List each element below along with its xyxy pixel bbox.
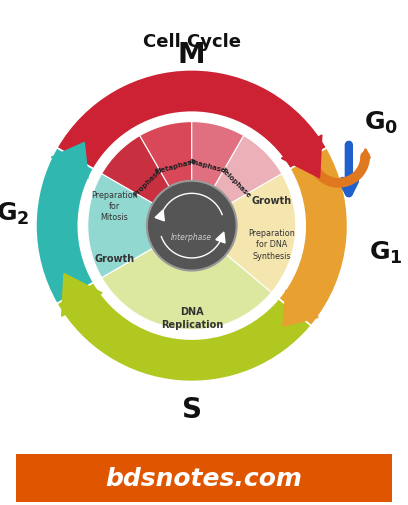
- Polygon shape: [282, 136, 322, 178]
- Wedge shape: [279, 148, 348, 326]
- Wedge shape: [192, 136, 282, 226]
- Wedge shape: [36, 148, 93, 304]
- Wedge shape: [192, 122, 244, 226]
- Circle shape: [147, 181, 237, 271]
- Text: Interphase: Interphase: [171, 233, 212, 242]
- Wedge shape: [57, 283, 311, 382]
- Text: $\mathbf{G_0}$: $\mathbf{G_0}$: [364, 109, 399, 135]
- Text: Preparation
for
Mitosis: Preparation for Mitosis: [91, 190, 137, 221]
- Text: Cell Cycle: Cell Cycle: [143, 33, 241, 50]
- Text: Growth: Growth: [94, 254, 134, 264]
- Polygon shape: [216, 233, 225, 243]
- Text: $\mathbf{G_1}$: $\mathbf{G_1}$: [369, 239, 402, 266]
- Text: Anaphase: Anaphase: [188, 158, 227, 174]
- Text: Metaphase: Metaphase: [154, 158, 197, 175]
- Text: Growth: Growth: [251, 196, 291, 206]
- Text: M: M: [178, 41, 206, 69]
- Text: $\mathbf{G_2}$: $\mathbf{G_2}$: [0, 201, 30, 227]
- Wedge shape: [140, 122, 192, 226]
- Text: Telophase: Telophase: [220, 166, 252, 198]
- Polygon shape: [62, 274, 102, 317]
- Wedge shape: [102, 226, 271, 330]
- Wedge shape: [102, 122, 282, 226]
- Text: S: S: [182, 395, 202, 423]
- Text: bdsnotes.com: bdsnotes.com: [106, 467, 302, 490]
- Text: DNA
Replication: DNA Replication: [161, 307, 223, 329]
- Wedge shape: [192, 174, 296, 293]
- Wedge shape: [88, 174, 192, 278]
- FancyBboxPatch shape: [16, 454, 392, 502]
- Polygon shape: [283, 290, 318, 327]
- Polygon shape: [155, 211, 164, 221]
- Wedge shape: [102, 136, 192, 226]
- Polygon shape: [51, 143, 88, 179]
- Text: Preparation
for DNA
Synthesis: Preparation for DNA Synthesis: [248, 229, 295, 260]
- Text: Prophase: Prophase: [132, 167, 163, 197]
- Wedge shape: [57, 71, 327, 170]
